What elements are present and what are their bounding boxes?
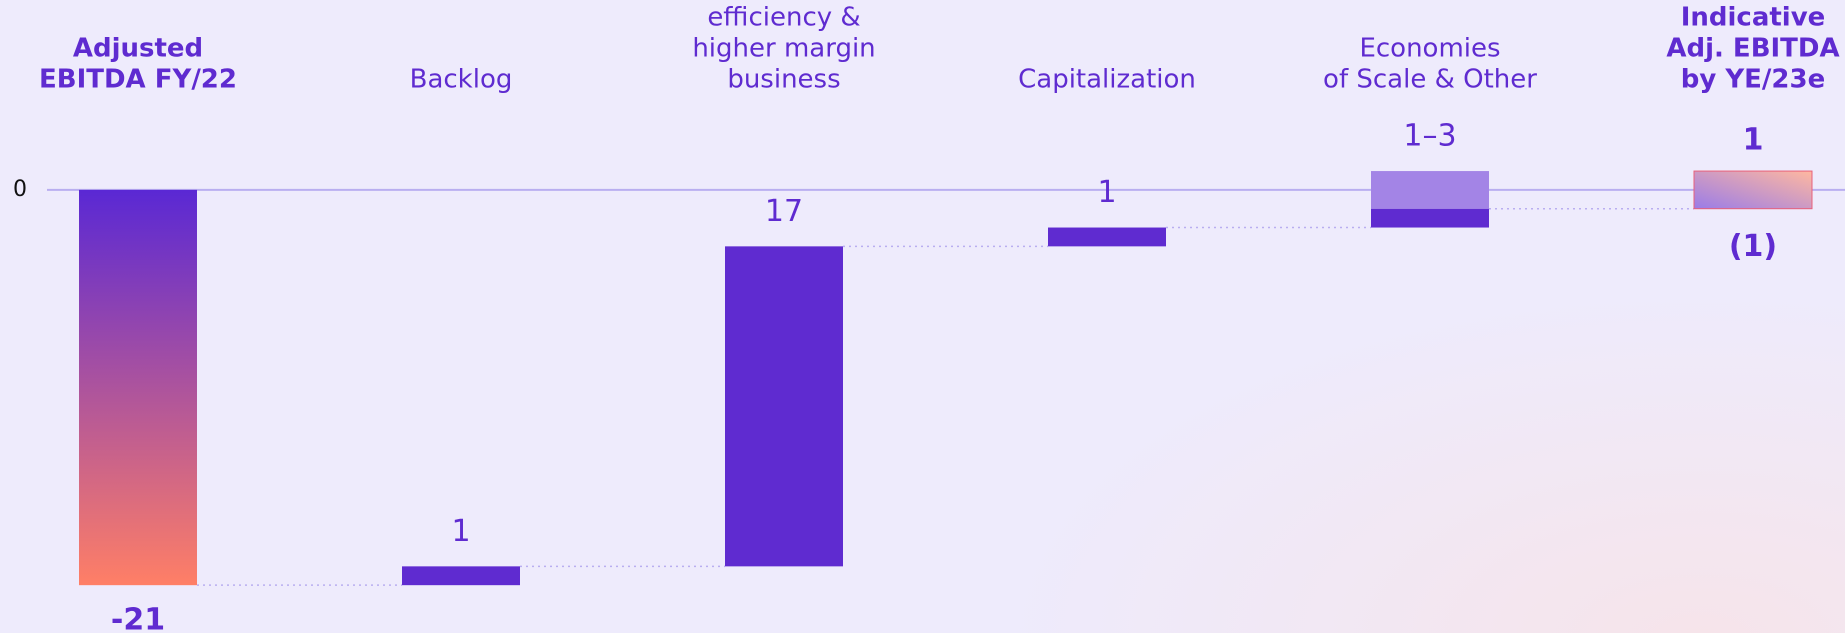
- category-label: Backlog: [410, 65, 513, 95]
- category-label: by YE/23e: [1681, 65, 1826, 95]
- bar: [1693, 170, 1813, 210]
- category-label: EBITDA FY/22: [39, 65, 237, 95]
- category-label: of Scale & Other: [1323, 65, 1537, 95]
- category-label: Capitalization: [1018, 65, 1196, 95]
- bar: [402, 566, 520, 586]
- value-label: 1: [1097, 175, 1116, 210]
- category-label: Indicative: [1681, 3, 1826, 33]
- value-label: 1: [451, 514, 470, 549]
- category-label: Adj. EBITDA: [1666, 34, 1839, 64]
- category-label: higher margin: [692, 34, 875, 64]
- value-label: -21: [111, 603, 165, 633]
- bar: [725, 246, 843, 567]
- category-label: Adjusted: [73, 34, 203, 64]
- bar: [1048, 227, 1166, 247]
- range-bar: [1371, 171, 1489, 209]
- value-label: 1–3: [1403, 119, 1456, 154]
- y-tick-label: 0: [13, 177, 27, 202]
- category-label: Economies: [1359, 34, 1500, 64]
- value-label: (1): [1729, 229, 1777, 264]
- bar: [1371, 208, 1489, 228]
- category-label: business: [727, 65, 840, 95]
- value-label: 1: [1743, 123, 1764, 158]
- bar: [79, 189, 197, 586]
- value-label: 17: [765, 194, 803, 229]
- category-label: efficiency &: [707, 3, 860, 33]
